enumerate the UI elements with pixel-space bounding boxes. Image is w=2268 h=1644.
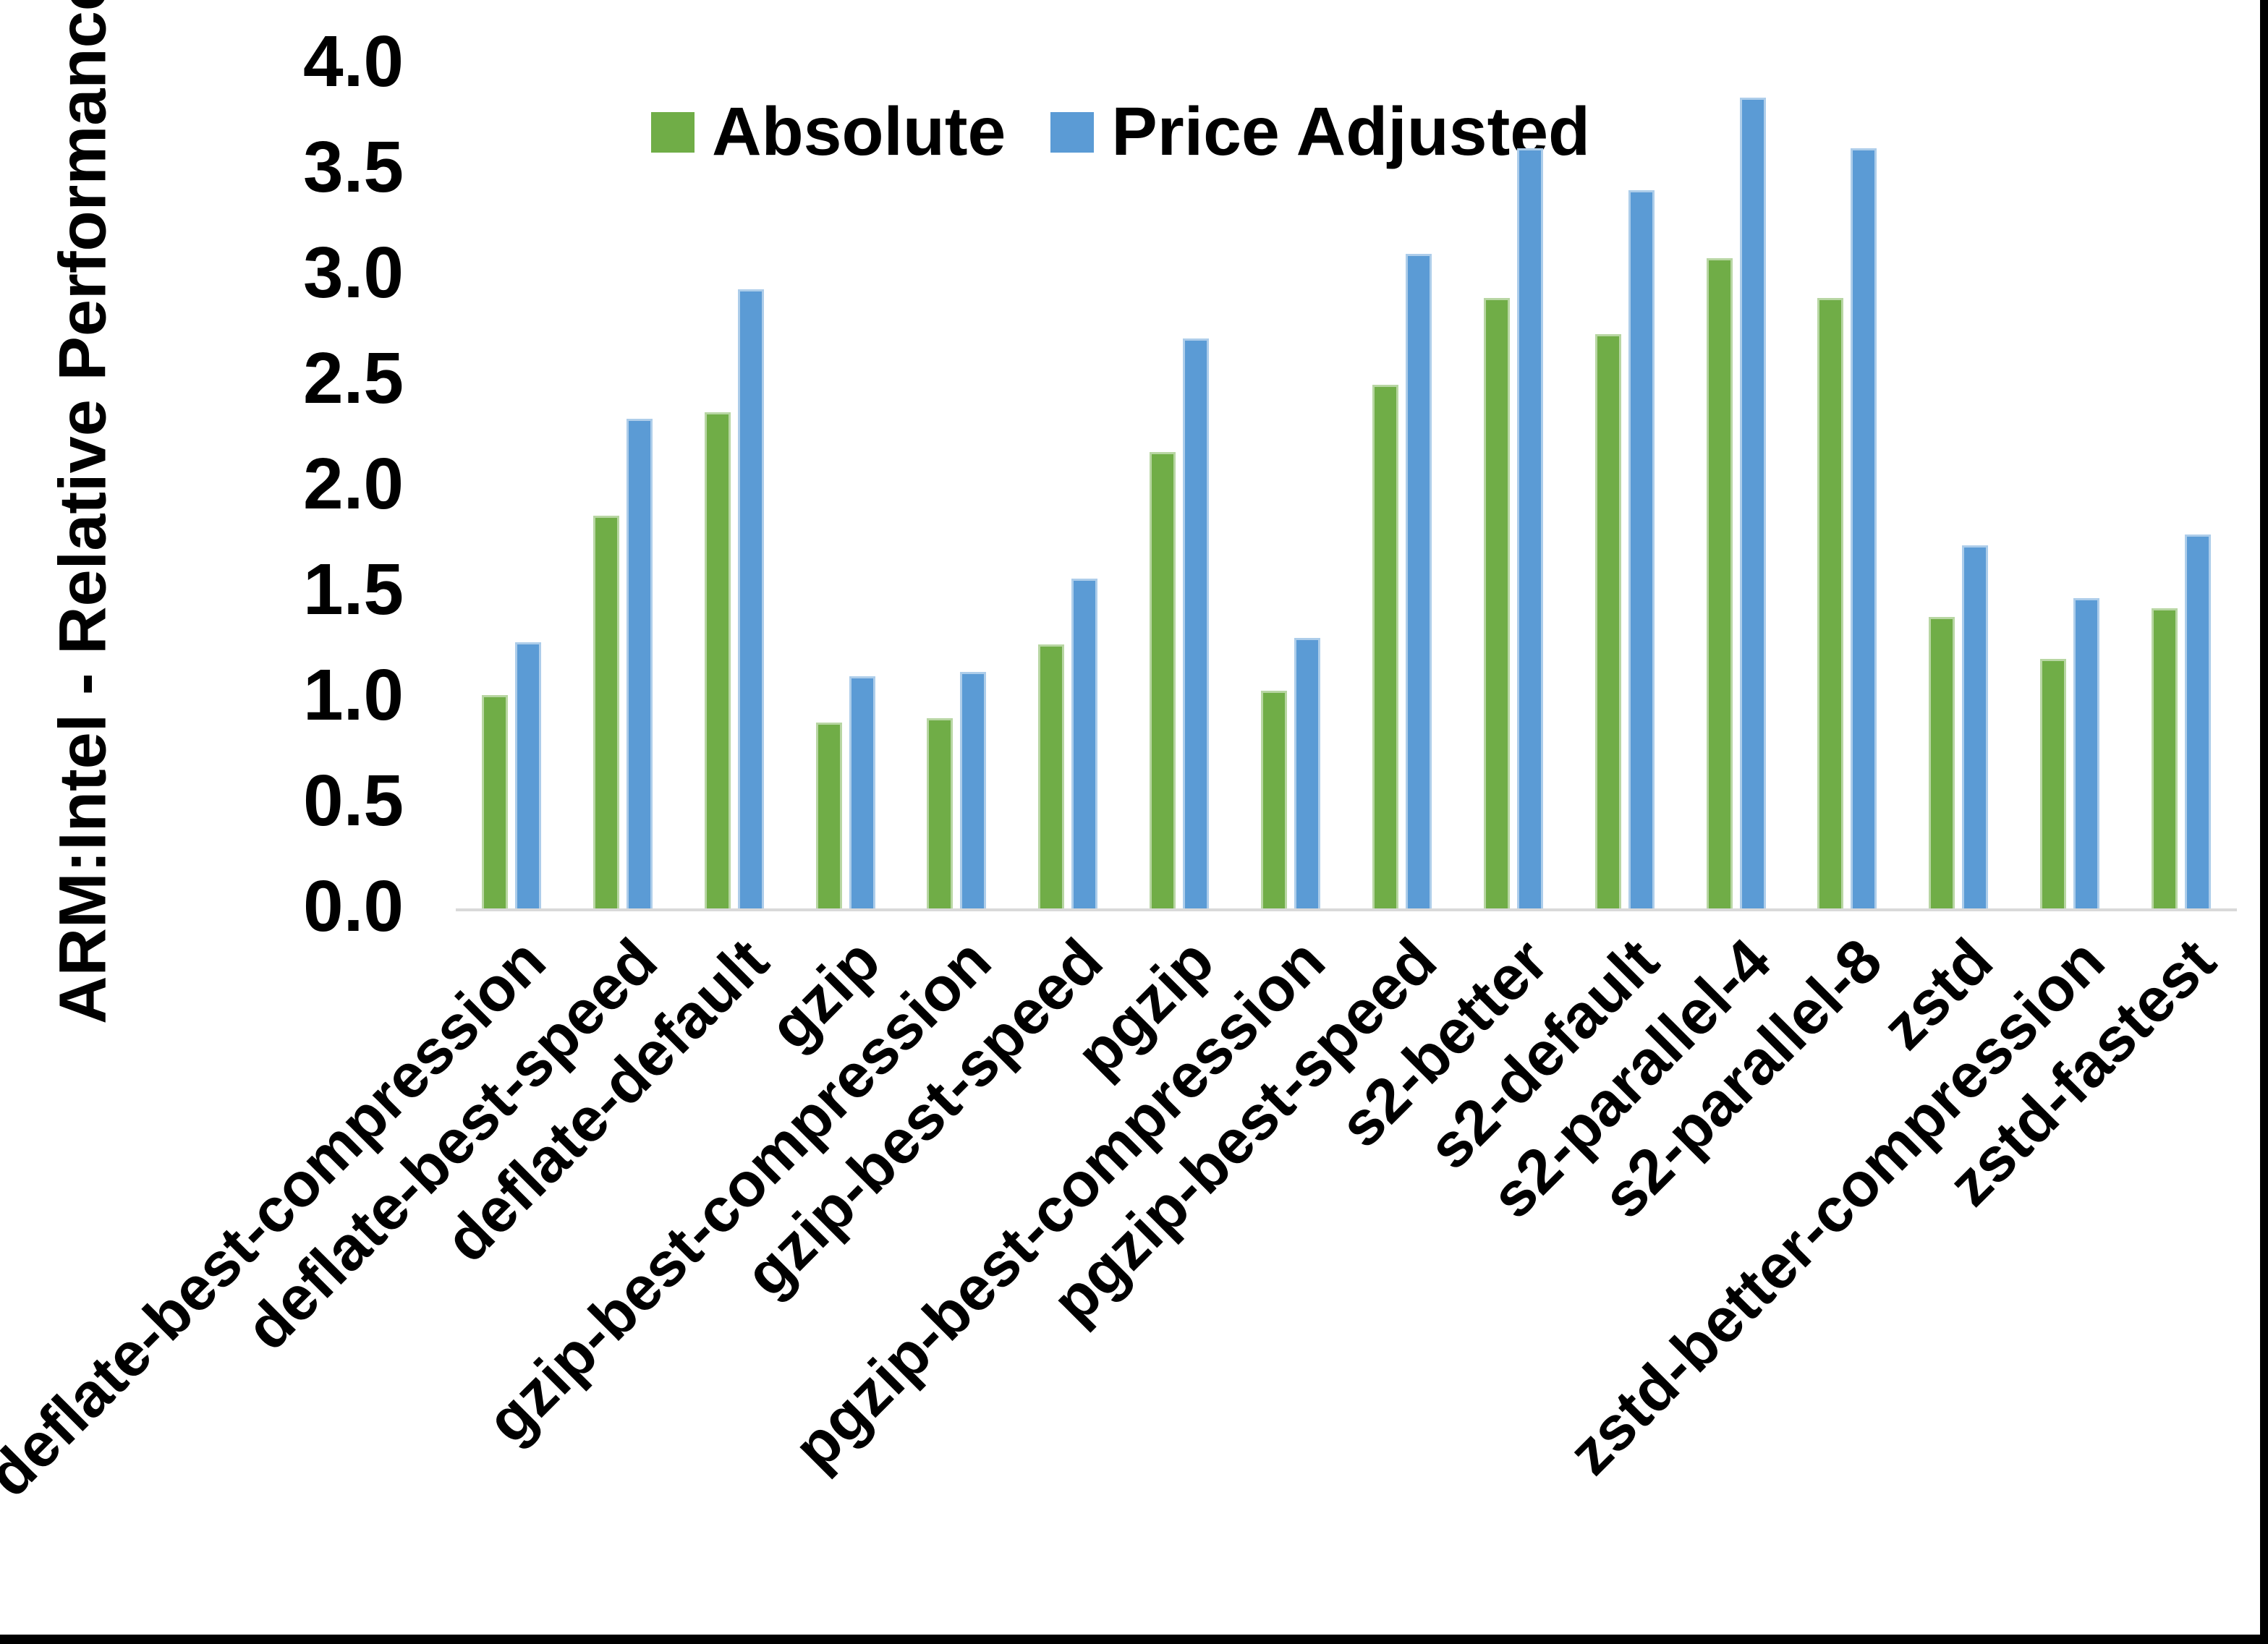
legend-swatch-price-adjusted — [1050, 111, 1095, 153]
legend-item-absolute: Absolute — [651, 93, 1006, 171]
bar-price-adjusted — [1405, 253, 1432, 908]
legend: Absolute Price Adjusted — [651, 93, 1590, 171]
bar-absolute — [1261, 691, 1288, 908]
bar-absolute — [1817, 298, 1844, 908]
bar-price-adjusted — [737, 289, 764, 908]
bar-price-adjusted — [960, 671, 987, 908]
y-tick-label: 1.5 — [302, 548, 404, 630]
bar-absolute — [1150, 452, 1176, 908]
y-tick-label: 4.0 — [302, 20, 404, 102]
screenshot-border-bottom — [0, 1635, 2268, 1644]
bar-absolute — [1483, 298, 1510, 908]
bar-absolute — [481, 695, 508, 908]
bar-absolute — [815, 723, 842, 908]
legend-label-price-adjusted: Price Adjusted — [1111, 93, 1591, 170]
bar-price-adjusted — [514, 642, 541, 908]
bar-price-adjusted — [1294, 638, 1321, 908]
screenshot-border-right — [2260, 0, 2268, 1644]
y-tick-label: 3.0 — [302, 231, 404, 313]
bar-price-adjusted — [626, 418, 653, 908]
bar-price-adjusted — [1851, 148, 1877, 908]
legend-label-absolute: Absolute — [712, 93, 1006, 170]
bar-absolute — [1706, 257, 1733, 908]
bar-price-adjusted — [1962, 545, 1989, 908]
bar-price-adjusted — [1071, 579, 1098, 908]
y-tick-label: 3.5 — [302, 126, 404, 208]
bar-absolute — [1929, 617, 1955, 908]
bar-price-adjusted — [849, 676, 875, 908]
bar-price-adjusted — [1739, 97, 1766, 908]
bar-price-adjusted — [1183, 338, 1210, 908]
bar-price-adjusted — [1516, 148, 1543, 908]
y-tick-label: 0.0 — [302, 865, 404, 947]
bar-absolute — [927, 718, 954, 908]
bar-price-adjusted — [2185, 534, 2212, 908]
bar-price-adjusted — [2073, 597, 2100, 908]
x-axis-line — [456, 908, 2237, 911]
bar-absolute — [704, 412, 731, 908]
y-axis-title: ARM:Intel - Relative Performance — [46, 0, 120, 1024]
y-tick-label: 2.0 — [302, 443, 404, 524]
y-tick-label: 0.5 — [302, 759, 404, 841]
bar-absolute — [1594, 333, 1621, 908]
bar-absolute — [1038, 644, 1065, 908]
y-tick-label: 1.0 — [302, 654, 404, 736]
bar-absolute — [1372, 384, 1398, 908]
legend-item-price-adjusted: Price Adjusted — [1050, 93, 1590, 171]
bar-absolute — [2040, 659, 2067, 908]
bar-absolute — [593, 515, 619, 908]
y-tick-label: 2.5 — [302, 337, 404, 419]
legend-swatch-absolute — [651, 111, 695, 153]
bar-absolute — [2152, 608, 2178, 908]
bar-price-adjusted — [1628, 190, 1655, 908]
